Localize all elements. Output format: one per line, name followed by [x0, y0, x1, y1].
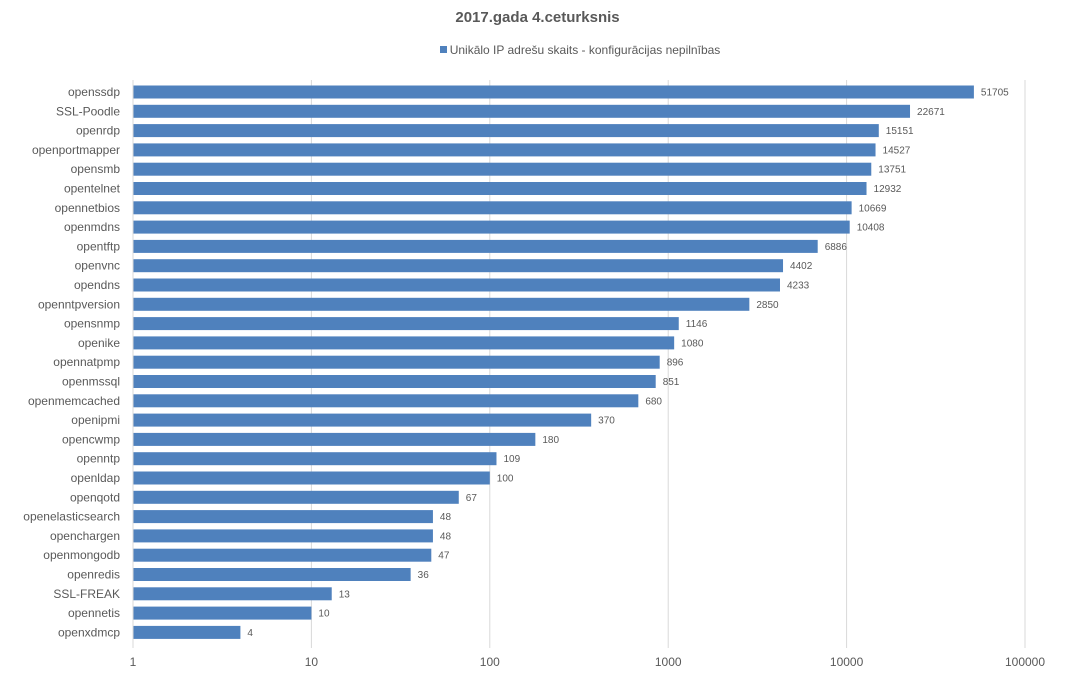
bar — [133, 606, 312, 620]
bar — [133, 548, 432, 562]
category-label: openike — [78, 336, 120, 350]
category-label: openmdns — [64, 220, 120, 234]
bar — [133, 182, 867, 195]
bar — [133, 201, 852, 215]
category-label: opentelnet — [64, 182, 121, 196]
data-label: 6886 — [825, 242, 848, 253]
x-tick-label: 10000 — [830, 655, 864, 669]
category-label: openportmapper — [32, 143, 120, 157]
bar — [133, 529, 433, 543]
chart-title: 2017.gada 4.ceturksnis — [455, 9, 620, 26]
category-label: openipmi — [71, 413, 120, 427]
bar — [133, 413, 592, 427]
legend-swatch — [439, 46, 447, 53]
category-label: SSL-Poodle — [56, 104, 120, 118]
category-label: openchargen — [50, 529, 120, 543]
category-label: openmssql — [62, 375, 120, 389]
bar — [133, 490, 459, 504]
data-label: 13751 — [878, 165, 906, 176]
category-label: opensmb — [71, 162, 121, 176]
bar — [133, 471, 490, 485]
bar — [133, 162, 872, 176]
bar — [133, 355, 660, 369]
category-label: openxdmcp — [58, 625, 120, 639]
category-label: opennatpmp — [53, 355, 120, 369]
bar — [133, 568, 411, 581]
data-label: 896 — [667, 358, 684, 369]
category-label: openelasticsearch — [23, 510, 120, 524]
x-tick-label: 100000 — [1005, 655, 1045, 669]
category-label: opendns — [74, 278, 120, 292]
bar — [133, 375, 656, 388]
data-label: 1146 — [686, 319, 708, 330]
legend: Unikālo IP adrešu skaits - konfigurācija… — [0, 43, 1075, 57]
category-label: openldap — [71, 471, 121, 485]
bar — [133, 394, 639, 408]
data-label: 15151 — [886, 126, 914, 137]
bar — [133, 317, 679, 331]
x-tick-label: 1 — [130, 655, 137, 669]
data-label: 48 — [440, 512, 452, 523]
data-label: 370 — [598, 416, 615, 427]
category-label: openntp — [77, 452, 121, 466]
data-label: 14527 — [883, 145, 911, 156]
category-label: opensnmp — [64, 317, 120, 331]
data-label: 1080 — [681, 338, 704, 349]
data-label: 36 — [418, 570, 430, 581]
category-label: openredis — [67, 568, 120, 582]
category-label: openssdp — [68, 85, 120, 99]
bar — [133, 259, 784, 273]
bar — [133, 220, 850, 234]
data-label: 51705 — [981, 88, 1009, 99]
data-label: 109 — [503, 454, 520, 465]
data-label: 48 — [440, 531, 452, 542]
bar — [133, 85, 974, 99]
category-label: SSL-FREAK — [53, 587, 120, 601]
bar — [133, 239, 818, 253]
bar — [133, 297, 750, 311]
bar — [133, 104, 911, 118]
bar — [133, 336, 675, 350]
data-label: 4402 — [790, 261, 813, 272]
category-label: opentftp — [77, 239, 121, 253]
data-label: 10 — [318, 609, 330, 620]
legend-label: Unikālo IP adrešu skaits - konfigurācija… — [449, 43, 721, 57]
data-label: 13 — [339, 589, 351, 600]
data-label: 2850 — [756, 300, 779, 311]
bar — [133, 432, 536, 446]
x-tick-label: 100 — [480, 655, 500, 669]
bar — [133, 587, 332, 601]
x-tick-label: 1000 — [655, 655, 682, 669]
bar — [133, 143, 876, 157]
category-label: openmemcached — [28, 394, 120, 408]
bar — [133, 278, 780, 292]
bar — [133, 625, 241, 639]
category-label: openvnc — [75, 259, 120, 273]
category-label: openntpversion — [38, 297, 120, 311]
data-label: 100 — [497, 474, 514, 485]
category-label: opennetis — [68, 606, 120, 620]
data-label: 4233 — [787, 281, 810, 292]
bar — [133, 452, 497, 466]
category-label: openmongodb — [43, 548, 120, 562]
data-label: 851 — [663, 377, 680, 388]
data-label: 10408 — [857, 223, 885, 234]
data-label: 47 — [438, 551, 450, 562]
bar — [133, 510, 433, 524]
data-label: 12932 — [874, 184, 902, 195]
data-label: 4 — [247, 628, 253, 639]
category-label: openqotd — [70, 490, 120, 504]
x-tick-label: 10 — [305, 655, 319, 669]
data-label: 180 — [542, 435, 559, 446]
data-label: 680 — [645, 396, 662, 407]
data-label: 67 — [466, 493, 478, 504]
category-label: opennetbios — [55, 201, 120, 215]
category-label: openrdp — [76, 124, 120, 138]
data-label: 22671 — [917, 107, 945, 118]
bar — [133, 124, 879, 138]
category-label: opencwmp — [62, 432, 120, 446]
data-label: 10669 — [859, 203, 887, 214]
